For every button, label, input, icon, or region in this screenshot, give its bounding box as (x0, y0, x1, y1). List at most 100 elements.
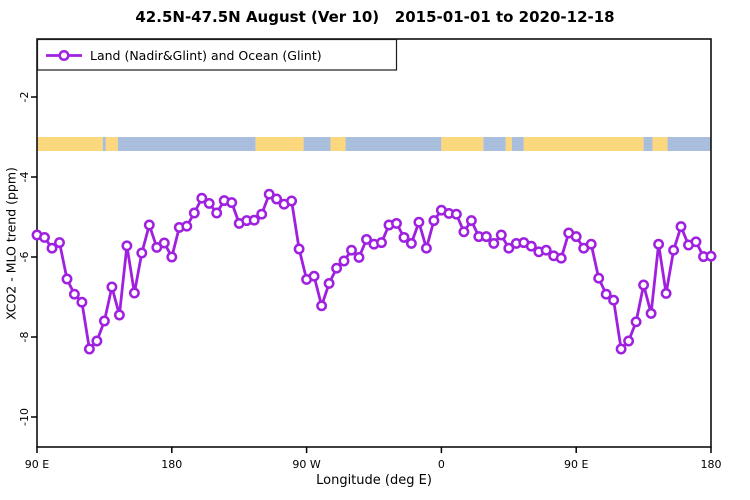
map-strip-ocean (102, 137, 106, 151)
data-point-marker (46, 242, 58, 254)
data-point-marker (98, 315, 110, 327)
data-point-marker (615, 343, 627, 355)
data-point-marker (91, 335, 103, 347)
y-tick-label: -6 (18, 251, 31, 263)
map-strip-ocean (345, 137, 442, 151)
data-point-marker (308, 270, 320, 282)
x-tick-label: 180 (161, 458, 183, 471)
map-strip-ocean (303, 137, 331, 151)
y-tick-label: -4 (18, 171, 31, 183)
data-point-marker (540, 244, 552, 256)
data-point-marker (555, 252, 567, 264)
data-point-marker (690, 236, 702, 248)
data-point-marker (488, 237, 500, 249)
data-point-marker (638, 279, 650, 291)
data-point-marker (413, 216, 425, 228)
x-tick-label: 90 W (292, 458, 321, 471)
x-axis-title: Longitude (deg E) (316, 473, 432, 488)
x-tick-label: 180 (700, 458, 722, 471)
data-point-marker (428, 215, 440, 227)
data-point-marker (338, 255, 350, 267)
data-series (31, 188, 717, 355)
map-strip-land (255, 137, 304, 151)
data-point-marker (465, 215, 477, 227)
data-point-marker (645, 307, 657, 319)
data-point-marker (106, 281, 118, 293)
y-axis-title: XCO2 - MLO trend (ppm) (3, 167, 19, 320)
world-map-strip (37, 137, 711, 151)
data-point-marker (113, 309, 125, 321)
data-point-marker (346, 244, 357, 256)
map-strip-ocean (511, 137, 524, 151)
data-point-marker (286, 195, 298, 207)
data-point-marker (211, 207, 223, 219)
data-point-marker (608, 294, 620, 306)
data-point-marker (293, 243, 305, 255)
chart-title: 42.5N-47.5N August (Ver 10) 2015-01-01 t… (135, 8, 615, 26)
data-point-marker (480, 231, 492, 243)
data-point-marker (83, 343, 95, 355)
data-point-marker (151, 241, 163, 253)
data-point-marker (503, 242, 515, 254)
data-point-marker (668, 244, 680, 256)
data-point-marker (54, 237, 65, 249)
data-point-marker (263, 188, 275, 200)
map-strip-ocean (667, 137, 711, 151)
axis-ticks (31, 96, 712, 453)
data-point-marker (323, 277, 335, 289)
y-tick-label: -10 (18, 408, 31, 426)
data-point-marker (248, 214, 260, 226)
data-point-marker (76, 296, 88, 308)
legend-label: Land (Nadir&Glint) and Ocean (Glint) (90, 48, 322, 63)
legend-frame (36, 38, 398, 71)
data-point-marker (188, 207, 200, 219)
y-tick-label: -2 (18, 91, 31, 103)
data-point-marker (226, 197, 238, 209)
data-point-marker (458, 226, 470, 238)
data-point-marker (585, 238, 597, 250)
data-point-marker (660, 287, 672, 299)
data-point-marker (630, 316, 642, 328)
x-tick-label: 90 E (24, 458, 50, 471)
map-strip-land (441, 137, 484, 151)
map-strip-ocean (643, 137, 653, 151)
map-strip-land (37, 137, 103, 151)
data-point-marker (593, 272, 605, 284)
data-point-marker (143, 219, 155, 231)
data-point-marker (623, 335, 635, 347)
data-point-marker (136, 247, 148, 259)
x-tick-label: 90 E (563, 458, 589, 471)
data-point-marker (420, 242, 432, 254)
data-point-marker (271, 193, 283, 205)
data-point-marker (405, 237, 417, 249)
map-strip-ocean (483, 137, 506, 151)
data-point-marker (158, 237, 170, 249)
data-point-marker (391, 217, 402, 229)
map-strip-land (523, 137, 644, 151)
map-strip-land (652, 137, 668, 151)
legend-marker-circle (58, 49, 70, 62)
data-point-marker (331, 262, 343, 274)
map-strip-ocean (117, 137, 256, 151)
data-point-marker (705, 250, 717, 262)
legend-box (36, 38, 398, 71)
data-point-marker (376, 237, 387, 249)
data-point-marker (600, 288, 612, 300)
data-point-marker (128, 287, 140, 299)
data-point-marker (68, 288, 80, 300)
data-point-marker (353, 251, 365, 263)
map-strip-land (105, 137, 118, 151)
data-point-marker (316, 300, 328, 312)
data-point-marker (256, 208, 268, 220)
map-strip-land (330, 137, 346, 151)
data-point-marker (121, 240, 133, 252)
data-point-marker (525, 240, 537, 252)
y-tick-label: -8 (18, 331, 31, 343)
data-point-marker (166, 251, 178, 263)
data-point-marker (398, 231, 410, 243)
data-series-line (35, 192, 713, 353)
data-point-marker (203, 197, 215, 209)
data-point-marker (61, 273, 73, 285)
